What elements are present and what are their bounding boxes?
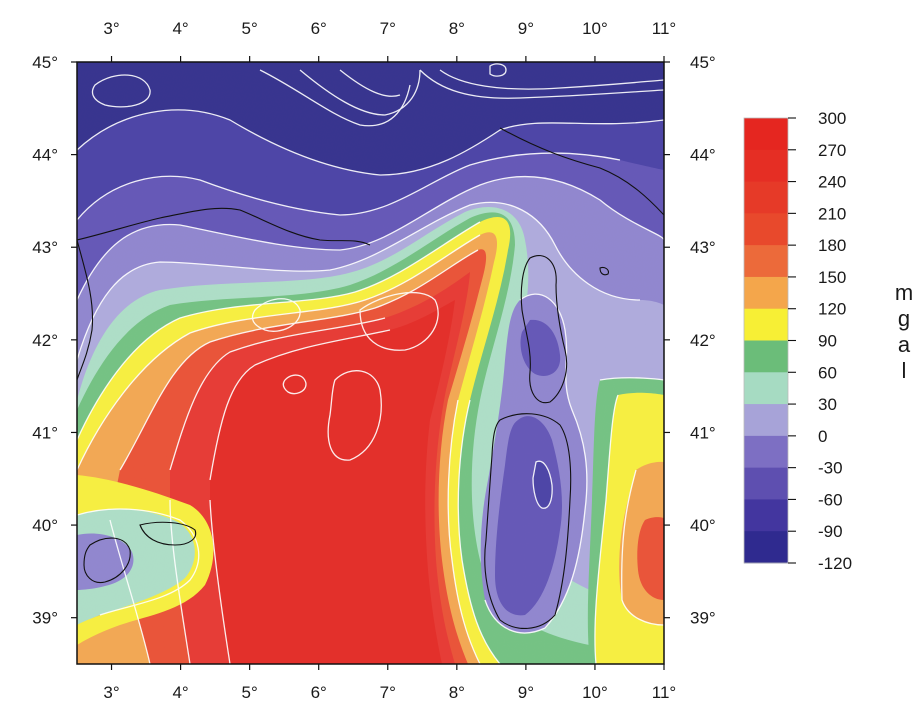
colorbar-tick-label: 150 (818, 268, 846, 287)
lat-label-right: 39° (690, 609, 716, 628)
colorbar-tick-label: 30 (818, 395, 837, 414)
colorbar-band (744, 435, 788, 469)
colorbar-tick-label: 120 (818, 300, 846, 319)
coast-balearic-menorca (139, 521, 197, 546)
lon-label-top: 8° (449, 19, 465, 38)
colorbar-band (744, 499, 788, 532)
colorbar-tick-label: 300 (818, 109, 846, 128)
contour-lines (77, 63, 664, 664)
colorbar-tick-label: 0 (818, 427, 827, 446)
colorbar-tick-label: 60 (818, 363, 837, 382)
lat-label-left: 42° (32, 331, 58, 350)
colorbar-band (744, 404, 788, 437)
coast-balearic-mallorca (83, 537, 131, 584)
lon-label-bottom: 11° (652, 683, 676, 702)
lat-label-left: 44° (32, 146, 58, 165)
lon-label-bottom: 5° (242, 683, 258, 702)
lat-label-left: 39° (32, 609, 58, 628)
lon-label-top: 7° (380, 19, 396, 38)
lat-label-right: 41° (690, 423, 716, 442)
lon-label-bottom: 7° (380, 683, 396, 702)
colorbar-band (744, 467, 788, 500)
lon-label-bottom: 9° (518, 683, 534, 702)
lat-label-left: 41° (32, 423, 58, 442)
colorbar-tick-label: 240 (818, 173, 846, 192)
graticule: 3° 3° 4° 4° 5° 5° 6° 6° 7° 7° 8° 8° 9° 9° 10° 10° 11° 11°… (32, 19, 715, 702)
lon-label-top: 5° (242, 19, 258, 38)
lon-label-bottom: 3° (103, 683, 119, 702)
coast-sardinia (484, 413, 572, 629)
lon-label-top: 9° (518, 19, 534, 38)
anomaly-map (77, 62, 664, 664)
lat-label-right: 45° (690, 53, 716, 72)
lat-label-right: 43° (690, 238, 716, 257)
colorbar-tick-label: -60 (818, 490, 843, 509)
colorbar-tick-label: 90 (818, 332, 837, 351)
lon-label-top: 3° (103, 19, 119, 38)
lat-label-right: 44° (690, 146, 716, 165)
lon-label-bottom: 4° (172, 683, 188, 702)
lat-label-left: 45° (32, 53, 58, 72)
colorbar-band (744, 372, 788, 405)
lat-label-left: 43° (32, 238, 58, 257)
lat-label-right: 40° (690, 516, 716, 535)
lon-label-top: 4° (172, 19, 188, 38)
colorbar-tick-label: 180 (818, 236, 846, 255)
map-texture (77, 62, 664, 664)
colorbar: 3002702402101801501209060300-30-60-90-12… (743, 109, 852, 573)
lon-label-top: 11° (652, 19, 676, 38)
coast-spain (77, 239, 94, 381)
lat-label-right: 42° (690, 331, 716, 350)
lon-label-top: 6° (311, 19, 327, 38)
coastlines (77, 127, 664, 629)
colorbar-tick-label: -120 (818, 554, 852, 573)
colorbar-band (744, 181, 788, 214)
colorbar-band (744, 149, 788, 183)
colorbar-band (744, 245, 788, 278)
lon-label-bottom: 8° (449, 683, 465, 702)
colorbar-tick-label: 270 (818, 141, 846, 160)
colorbar-tick-label: 210 (818, 204, 846, 223)
colorbar-band (744, 340, 788, 373)
coast-corsica (520, 255, 568, 404)
lon-label-bottom: 6° (311, 683, 327, 702)
colorbar-tick-label: -90 (818, 522, 843, 541)
lon-label-top: 10° (582, 19, 608, 38)
lon-label-bottom: 10° (582, 683, 608, 702)
coast-italy (499, 127, 664, 216)
colorbar-tick-label: -30 (818, 459, 843, 478)
colorbar-band (744, 213, 788, 246)
map-frame (76, 61, 665, 665)
colorbar-band (744, 118, 788, 151)
coast-tuscan-islands (599, 266, 609, 276)
colorbar-band (744, 531, 788, 564)
colorbar-band (744, 276, 788, 310)
coast-france (77, 207, 371, 246)
lat-label-left: 40° (32, 516, 58, 535)
colorbar-band (744, 308, 788, 341)
